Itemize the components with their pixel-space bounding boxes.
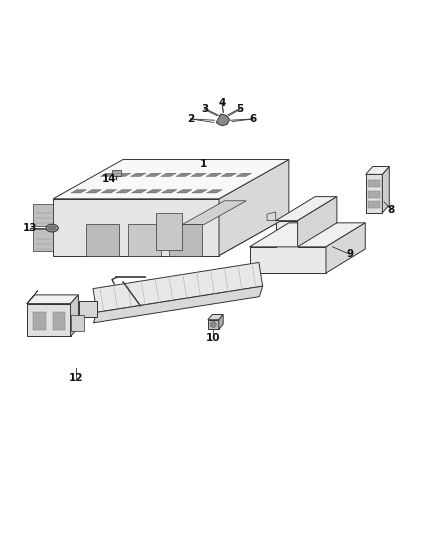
Polygon shape xyxy=(116,173,131,176)
Text: 5: 5 xyxy=(237,104,244,114)
Polygon shape xyxy=(146,173,161,176)
Polygon shape xyxy=(219,159,289,256)
Text: 12: 12 xyxy=(68,373,83,383)
Polygon shape xyxy=(216,114,230,126)
Polygon shape xyxy=(208,314,223,320)
Polygon shape xyxy=(33,229,53,251)
Bar xyxy=(53,312,65,330)
Polygon shape xyxy=(93,286,263,323)
Polygon shape xyxy=(128,224,161,256)
Ellipse shape xyxy=(48,226,56,230)
Polygon shape xyxy=(382,166,389,213)
Polygon shape xyxy=(33,204,53,225)
Polygon shape xyxy=(192,190,207,193)
Polygon shape xyxy=(366,174,382,213)
Polygon shape xyxy=(297,197,337,247)
Polygon shape xyxy=(86,224,120,256)
Polygon shape xyxy=(86,190,102,193)
Bar xyxy=(112,169,121,176)
Polygon shape xyxy=(156,213,182,250)
Text: 2: 2 xyxy=(187,114,194,124)
Circle shape xyxy=(210,321,216,328)
Polygon shape xyxy=(176,173,191,176)
Polygon shape xyxy=(27,295,78,304)
Polygon shape xyxy=(219,314,223,329)
Polygon shape xyxy=(250,223,365,247)
Polygon shape xyxy=(147,190,162,193)
Polygon shape xyxy=(207,190,222,193)
Polygon shape xyxy=(206,173,221,176)
Bar xyxy=(33,312,46,330)
Text: 13: 13 xyxy=(23,223,38,233)
Polygon shape xyxy=(79,302,97,317)
Polygon shape xyxy=(131,173,146,176)
Polygon shape xyxy=(221,173,237,176)
Text: 9: 9 xyxy=(346,249,353,259)
Polygon shape xyxy=(131,190,147,193)
Polygon shape xyxy=(267,212,276,221)
Text: 4: 4 xyxy=(219,98,226,108)
Polygon shape xyxy=(191,173,206,176)
Polygon shape xyxy=(276,197,337,221)
Polygon shape xyxy=(236,173,251,176)
Polygon shape xyxy=(71,295,78,336)
Text: 10: 10 xyxy=(206,333,221,343)
Polygon shape xyxy=(27,290,38,304)
Polygon shape xyxy=(250,221,326,273)
Polygon shape xyxy=(169,224,202,256)
Polygon shape xyxy=(368,201,380,208)
Bar xyxy=(208,320,219,329)
Polygon shape xyxy=(71,315,84,332)
Polygon shape xyxy=(326,223,365,273)
Polygon shape xyxy=(101,190,117,193)
Polygon shape xyxy=(53,199,219,256)
Polygon shape xyxy=(183,201,246,224)
Polygon shape xyxy=(93,262,263,312)
Text: 6: 6 xyxy=(249,114,257,124)
Polygon shape xyxy=(100,173,116,176)
Text: 8: 8 xyxy=(388,205,395,215)
Polygon shape xyxy=(366,166,389,174)
Polygon shape xyxy=(117,190,132,193)
Ellipse shape xyxy=(46,224,58,232)
Polygon shape xyxy=(162,190,177,193)
Polygon shape xyxy=(161,173,176,176)
Text: 3: 3 xyxy=(201,104,208,114)
Polygon shape xyxy=(71,190,86,193)
Text: 14: 14 xyxy=(102,174,116,184)
Polygon shape xyxy=(53,159,289,199)
Polygon shape xyxy=(27,304,71,336)
Text: 1: 1 xyxy=(200,159,207,169)
Polygon shape xyxy=(368,190,380,198)
Polygon shape xyxy=(53,216,289,256)
Polygon shape xyxy=(177,190,192,193)
Polygon shape xyxy=(368,180,380,187)
